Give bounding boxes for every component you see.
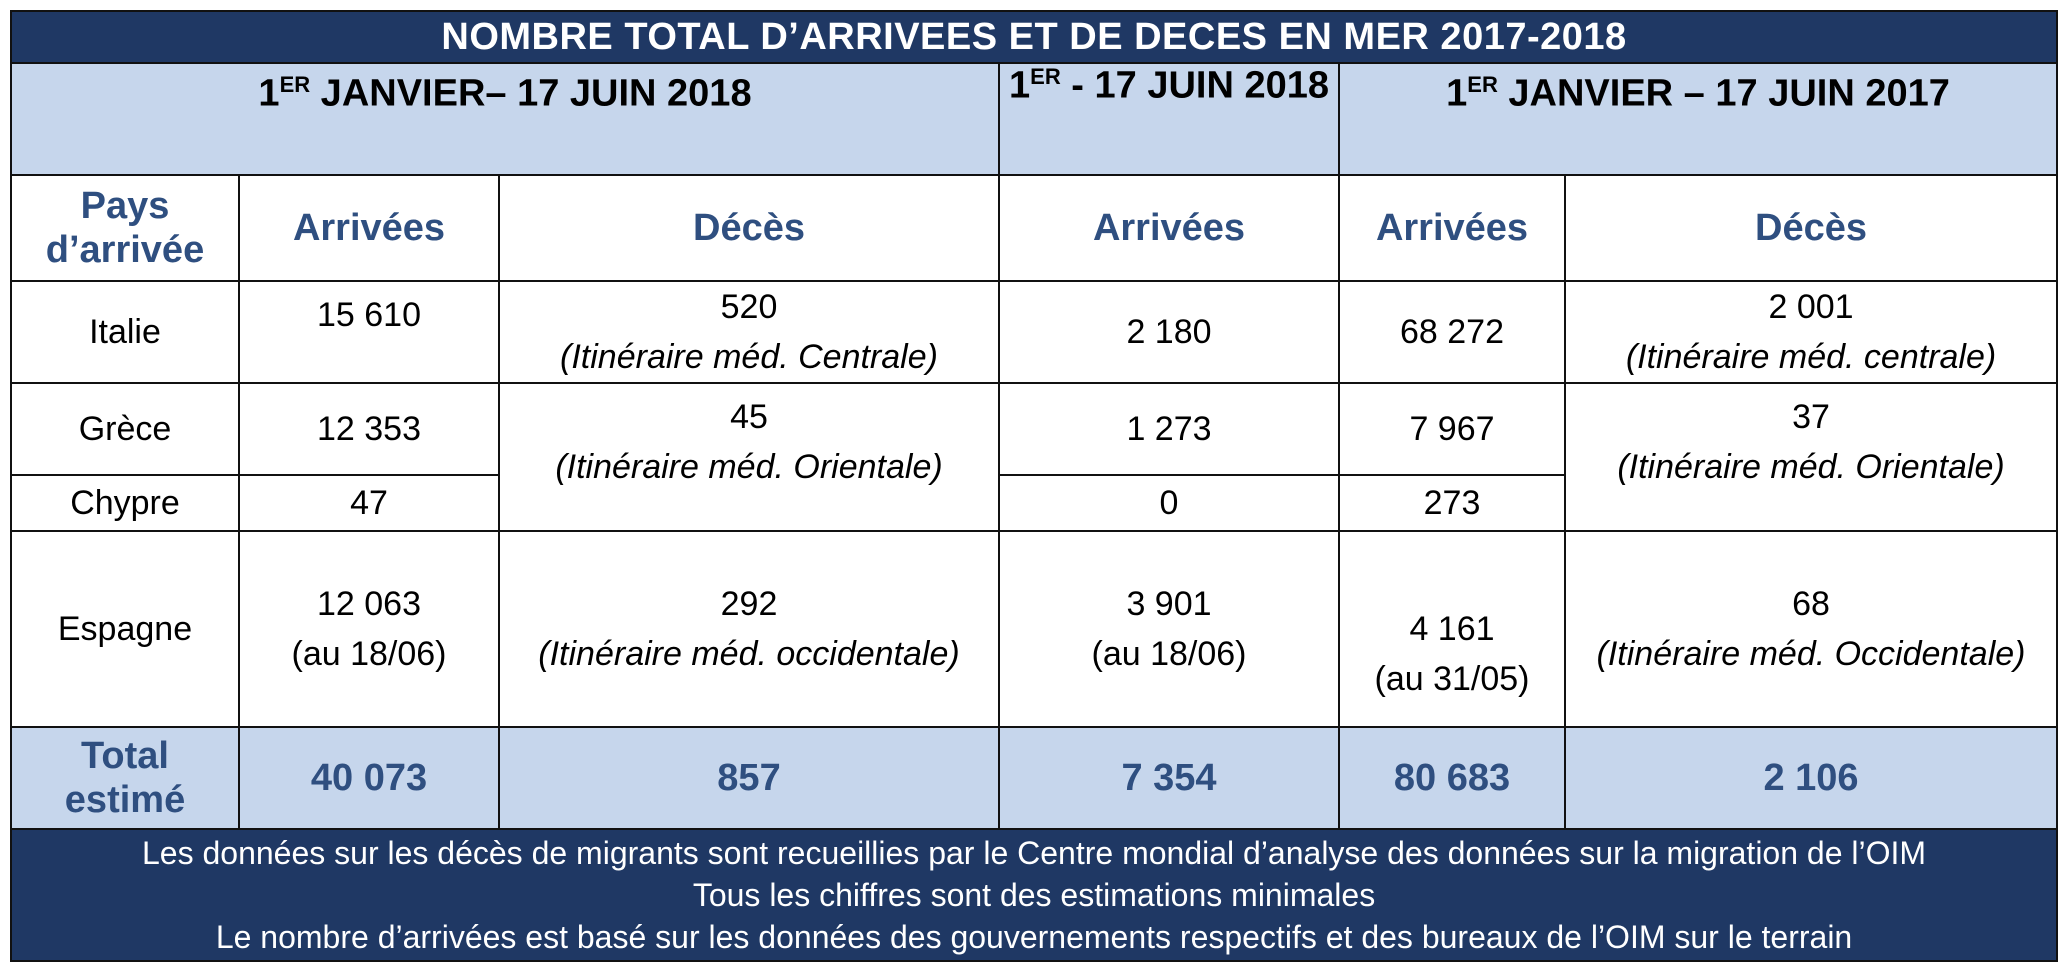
route-note: (Itinéraire méd. occidentale) — [538, 635, 960, 673]
footer-note-minimum: Tous les chiffres sont des estimations m… — [692, 877, 1376, 913]
total-deaths-2018: 857 — [498, 726, 1000, 830]
arrivals-2017-italie: 68 272 — [1338, 280, 1566, 384]
column-header-deaths-2018: Décès — [498, 174, 1000, 282]
period-header-2018-jan-jun: 1ER JANVIER– 17 JUIN 2018 — [10, 62, 1000, 176]
route-note: (Itinéraire méd. Occidentale) — [1596, 635, 2026, 673]
arrivals-2017-espagne: 4 161 (au 31/05) — [1338, 530, 1566, 728]
row-label-grece: Grèce — [10, 382, 240, 476]
route-note: (Itinéraire méd. Centrale) — [560, 338, 938, 376]
deaths-value: 520 — [720, 288, 778, 326]
column-header-arrivals-mid: Arrivées — [998, 174, 1340, 282]
footer-note-source: Les données sur les décès de migrants so… — [141, 835, 1927, 871]
column-header-arrivals-2018: Arrivées — [238, 174, 500, 282]
route-note: (Itinéraire méd. Orientale) — [555, 448, 943, 486]
column-header-arrivals-2017: Arrivées — [1338, 174, 1566, 282]
arrivals-2018-grece: 12 353 — [238, 382, 500, 476]
row-label-italie: Italie — [10, 280, 240, 384]
table-row: Grèce 12 353 45 (Itinéraire méd. Orienta… — [10, 382, 2059, 532]
deaths-value: 37 — [1792, 398, 1830, 436]
total-row: Total estimé 40 073 857 7 354 80 683 2 1… — [10, 726, 2059, 830]
row-label-espagne: Espagne — [10, 530, 240, 728]
deaths-value: 2 001 — [1768, 288, 1854, 326]
column-header-deaths-2017: Décès — [1563, 174, 2059, 282]
column-header-country: Pays d’arrivée — [10, 174, 240, 282]
arrivals-mid-italie: 2 180 — [998, 280, 1340, 384]
total-arrivals-mid: 7 354 — [998, 726, 1340, 830]
footer-notes: Les données sur les décès de migrants so… — [9, 828, 2059, 962]
period-header-2018-short: 1ER - 17 JUIN 2018 — [998, 62, 1340, 176]
route-note: (Itinéraire méd. Orientale) — [1617, 448, 2005, 486]
date-note: (au 18/06) — [291, 635, 447, 673]
table-title: NOMBRE TOTAL D’ARRIVEES ET DE DECES EN M… — [9, 10, 2059, 64]
arrivals-2018-espagne: 12 063 (au 18/06) — [238, 530, 500, 728]
deaths-2018-grece-chypre: 45 (Itinéraire méd. Orientale) — [498, 382, 1000, 532]
arrivals-value: 3 901 — [1126, 585, 1212, 623]
arrivals-mid-grece: 1 273 — [998, 382, 1340, 476]
arrivals-value: 4 161 — [1409, 610, 1495, 648]
deaths-value: 45 — [730, 398, 768, 436]
row-label-chypre: Chypre — [10, 474, 240, 532]
arrivals-2017-chypre: 273 — [1338, 474, 1566, 532]
footer-note-arrivals-basis: Le nombre d’arrivées est basé sur les do… — [215, 919, 1853, 955]
migration-table-container: NOMBRE TOTAL D’ARRIVEES ET DE DECES EN M… — [9, 10, 2059, 962]
arrivals-2018-italie: 15 610 — [238, 280, 500, 384]
arrivals-mid-espagne: 3 901 (au 18/06) — [998, 530, 1340, 728]
arrivals-2018-chypre: 47 — [238, 474, 500, 532]
arrivals-mid-chypre: 0 — [998, 474, 1340, 532]
total-deaths-2017: 2 106 — [1563, 726, 2059, 830]
table-row: Italie 15 610 520 (Itinéraire méd. Centr… — [10, 280, 2059, 384]
deaths-2017-espagne: 68 (Itinéraire méd. Occidentale) — [1563, 530, 2059, 728]
deaths-2017-italie: 2 001 (Itinéraire méd. centrale) — [1563, 280, 2059, 384]
total-label: Total estimé — [10, 726, 240, 830]
period-header-2017-jan-jun: 1ER JANVIER – 17 JUIN 2017 — [1337, 62, 2059, 176]
arrivals-deaths-table: NOMBRE TOTAL D’ARRIVEES ET DE DECES EN M… — [9, 10, 2059, 962]
arrivals-2017-grece: 7 967 — [1338, 382, 1566, 476]
date-note: (au 18/06) — [1091, 635, 1247, 673]
table-row: Chypre 47 0 273 — [10, 474, 2057, 532]
deaths-2017-grece-chypre: 37 (Itinéraire méd. Orientale) — [1563, 382, 2059, 532]
deaths-value: 292 — [720, 585, 778, 623]
total-arrivals-2018: 40 073 — [238, 726, 500, 830]
deaths-2018-italie: 520 (Itinéraire méd. Centrale) — [498, 280, 1000, 384]
deaths-value: 68 — [1792, 585, 1830, 623]
date-note: (au 31/05) — [1374, 660, 1530, 698]
total-arrivals-2017: 80 683 — [1338, 726, 1566, 830]
table-row: Espagne 12 063 (au 18/06) 292 (Itinérair… — [10, 530, 2059, 728]
deaths-2018-espagne: 292 (Itinéraire méd. occidentale) — [498, 530, 1000, 728]
arrivals-value: 12 063 — [317, 585, 421, 623]
route-note: (Itinéraire méd. centrale) — [1625, 338, 1997, 376]
